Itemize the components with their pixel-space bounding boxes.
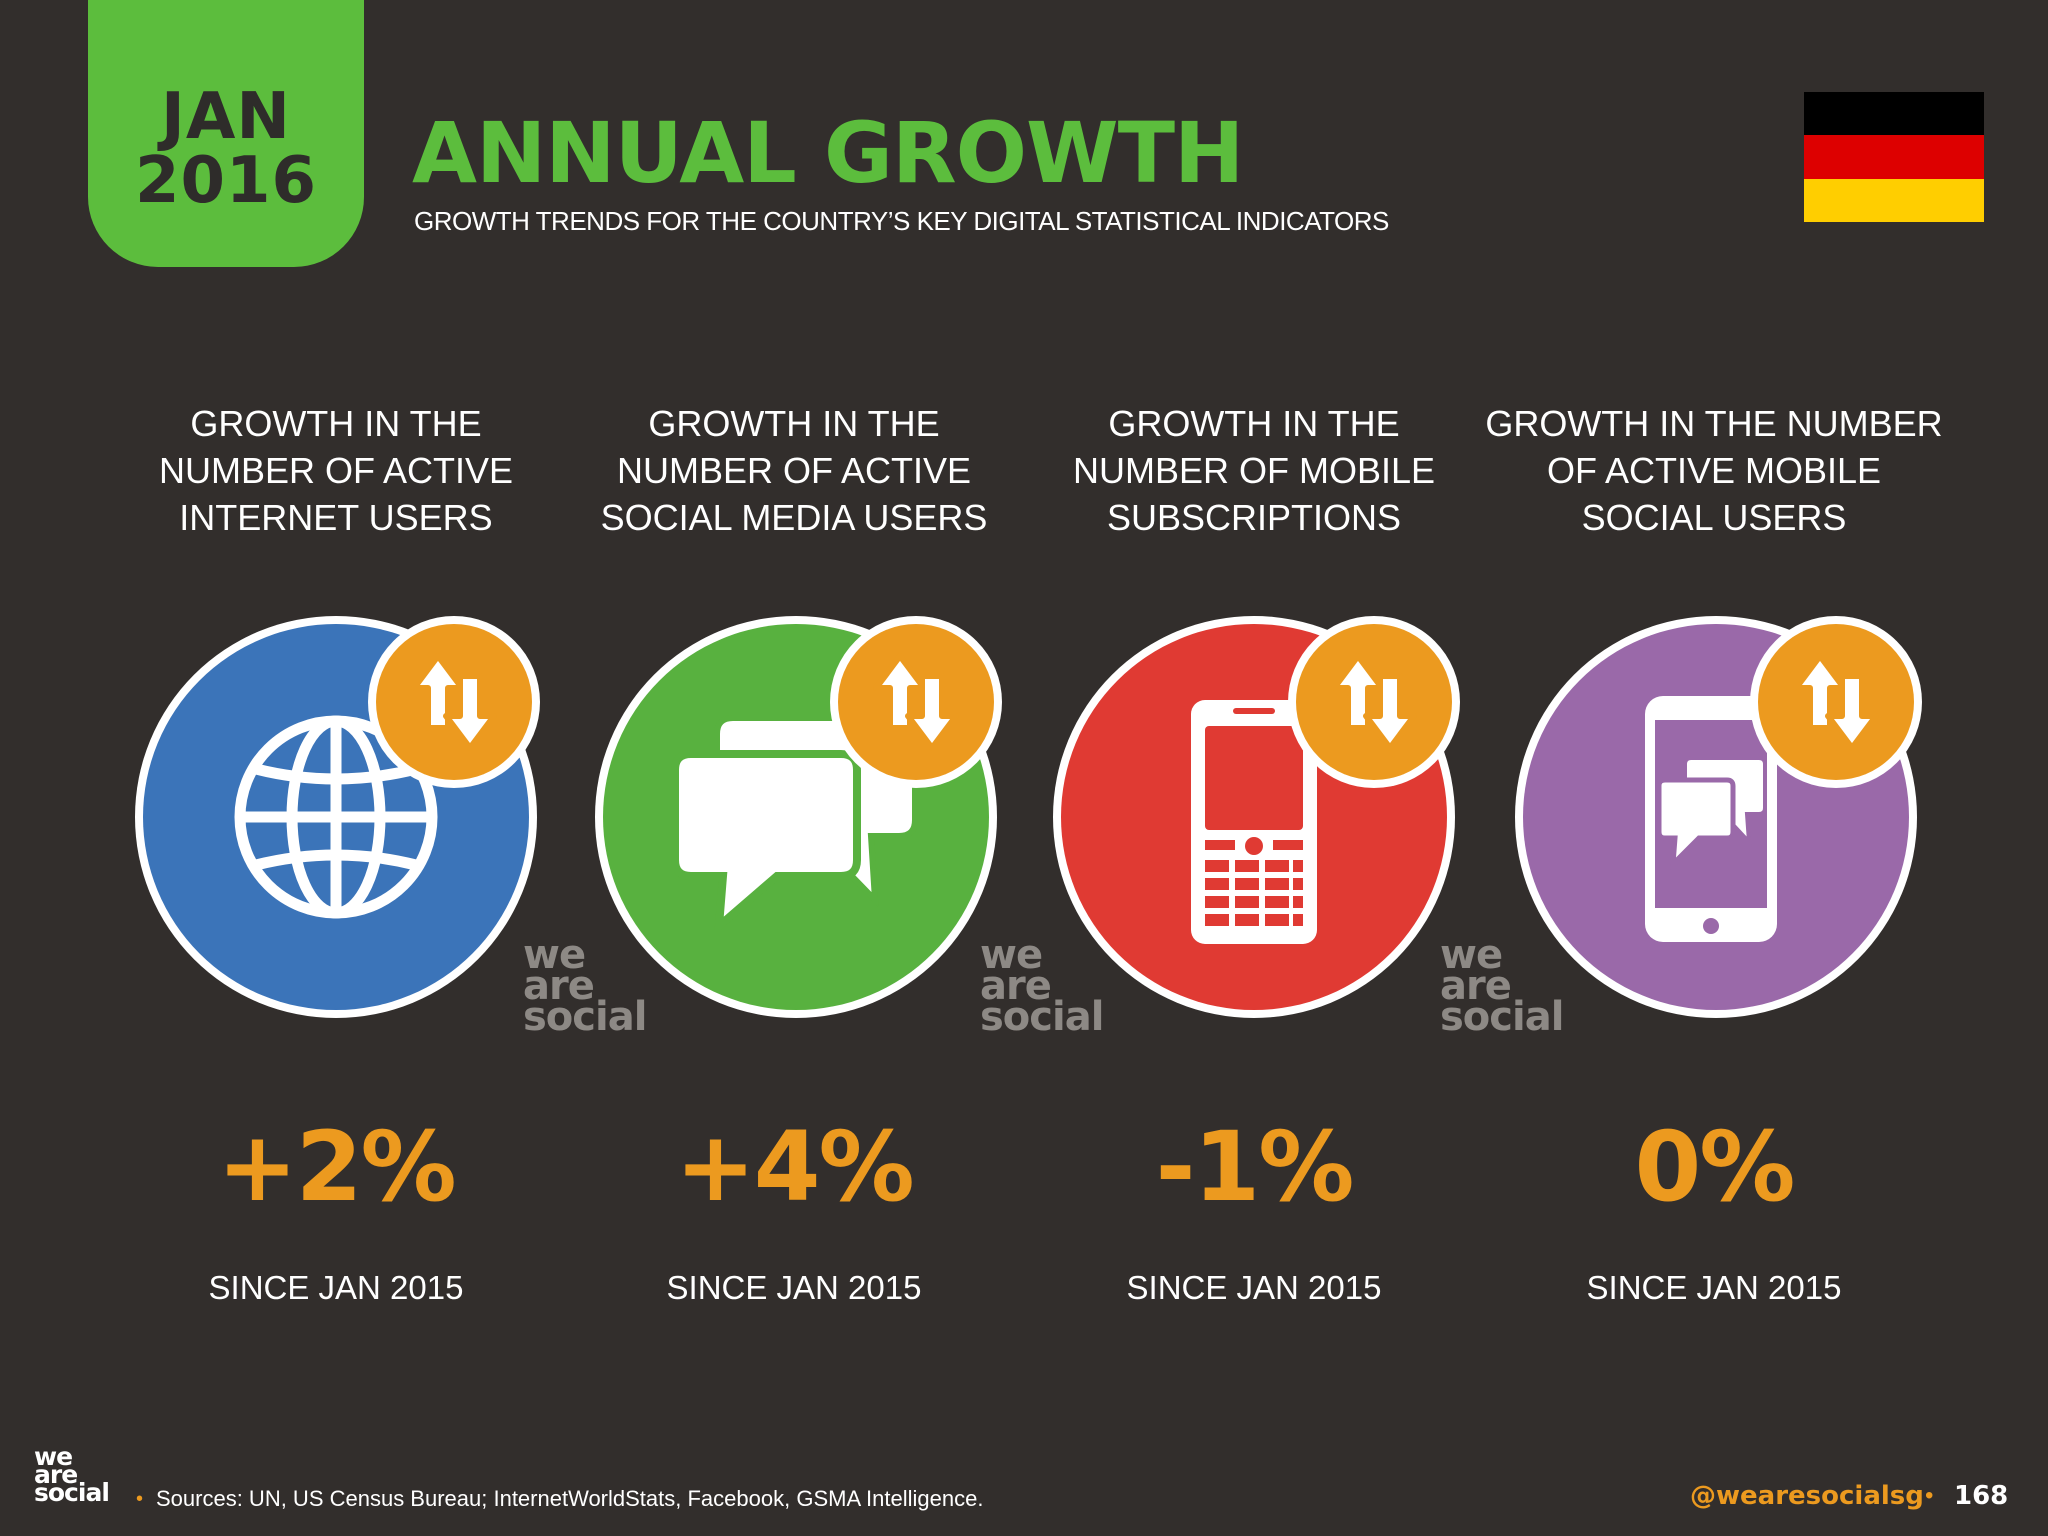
smartphone-chat-icon xyxy=(1645,696,1777,942)
flag-stripe-gold xyxy=(1804,178,1984,222)
page-title: ANNUAL GROWTH xyxy=(412,104,1244,202)
social-handle: @wearesocialsg xyxy=(1690,1481,1924,1511)
globe-icon xyxy=(234,715,438,919)
watermark-logo: we are social xyxy=(1440,932,1564,1040)
growth-badge xyxy=(368,616,540,788)
metric-heading: GROWTH IN THE NUMBER OF ACTIVE INTERNET … xyxy=(158,403,514,538)
page-subtitle: GROWTH TRENDS FOR THE COUNTRY’S KEY DIGI… xyxy=(414,206,1389,236)
germany-flag-icon xyxy=(1804,92,1984,222)
since-label: SINCE JAN 2015 xyxy=(666,1269,922,1306)
up-down-arrows-icon xyxy=(411,653,497,751)
metric-disc xyxy=(603,624,989,1010)
up-down-arrows-icon xyxy=(873,653,959,751)
growth-badge xyxy=(1750,616,1922,788)
date-tab: JAN 2016 xyxy=(88,0,364,267)
metric-circle xyxy=(1053,616,1455,1018)
metric-heading: GROWTH IN THE NUMBER OF ACTIVE SOCIAL ME… xyxy=(600,403,988,538)
metric-heading: GROWTH IN THE NUMBER OF ACTIVE MOBILE SO… xyxy=(1485,403,1943,538)
sources-note: Sources: UN, US Census Bureau; InternetW… xyxy=(156,1486,984,1511)
date-month: JAN xyxy=(161,80,291,154)
metric-circle xyxy=(1515,616,1917,1018)
metric-heading: GROWTH IN THE NUMBER OF MOBILE SUBSCRIPT… xyxy=(1072,403,1436,538)
metric-value-social-media-users: +4% xyxy=(675,1111,914,1223)
growth-badge xyxy=(1288,616,1460,788)
growth-badge xyxy=(830,616,1002,788)
watermark-logo: we are social xyxy=(523,932,647,1040)
flag-stripe-red xyxy=(1804,135,1984,179)
mobile-phone-icon xyxy=(1191,700,1317,944)
date-year: 2016 xyxy=(134,144,318,218)
flag-stripe-black xyxy=(1804,92,1984,136)
page-separator-dot: • xyxy=(1925,1482,1934,1509)
up-down-arrows-icon xyxy=(1793,653,1879,751)
metric-value-mobile-social-users: 0% xyxy=(1634,1111,1796,1223)
up-down-arrows-icon xyxy=(1331,653,1417,751)
metric-circle xyxy=(595,616,997,1018)
metric-value-mobile-subscriptions: -1% xyxy=(1155,1111,1355,1223)
since-label: SINCE JAN 2015 xyxy=(1586,1269,1842,1306)
page-number: 168 xyxy=(1954,1481,2009,1511)
metric-disc xyxy=(1061,624,1447,1010)
since-label: SINCE JAN 2015 xyxy=(1126,1269,1382,1306)
watermark-logo: we are social xyxy=(980,932,1104,1040)
since-label: SINCE JAN 2015 xyxy=(208,1269,464,1306)
footer-logo: we are social xyxy=(34,1442,110,1507)
metric-value-internet-users: +2% xyxy=(217,1111,456,1223)
footer-separator-dot: • xyxy=(136,1488,144,1510)
